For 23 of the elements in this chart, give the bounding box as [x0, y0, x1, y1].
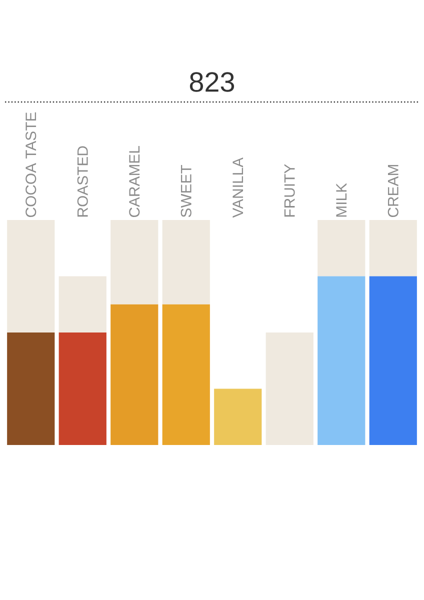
- bar: [266, 332, 314, 445]
- bar: [214, 388, 262, 445]
- bar: [110, 304, 158, 445]
- bar: [369, 220, 417, 276]
- bar: [369, 276, 417, 445]
- bar: [318, 276, 366, 445]
- bar: [7, 332, 55, 445]
- x-tick-label: CREAM: [388, 165, 398, 218]
- x-tick-label: CARAMEL: [129, 146, 140, 218]
- bar: [7, 220, 55, 332]
- x-tick-label: ROASTED: [77, 146, 88, 217]
- chart-title: 823: [190, 72, 234, 92]
- x-tick-label: MILK: [336, 183, 347, 217]
- bar: [58, 276, 106, 332]
- bar: [162, 304, 210, 445]
- bar: [318, 220, 366, 276]
- bar: [58, 332, 106, 445]
- x-tick-label: VANILLA: [232, 157, 244, 218]
- x-tick-label: FRUITY: [284, 164, 295, 217]
- x-tick-label: COCOA TASTE: [26, 112, 36, 218]
- x-tick-label: SWEET: [180, 165, 192, 218]
- bar: [162, 220, 210, 304]
- bar: [110, 220, 158, 304]
